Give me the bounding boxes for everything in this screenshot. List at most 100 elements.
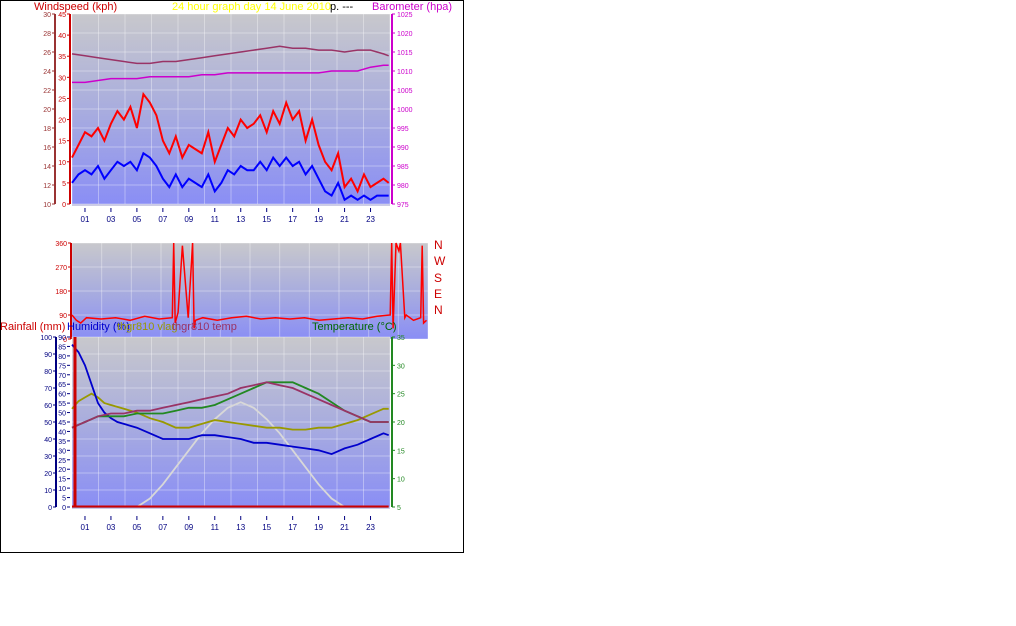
rainfall-axis-tick-label: 50 <box>44 420 52 427</box>
temperature-axis-tick-label: 30 <box>397 363 405 370</box>
x-tick-label: 13 <box>236 215 245 224</box>
temperature-axis-tick-label: 10 <box>397 477 405 484</box>
x-tick-label: 01 <box>81 215 90 224</box>
rainfall-axis-tick-label: 30 <box>44 454 52 461</box>
x-tick-label: 21 <box>340 523 349 532</box>
temperature-axis-tick-label: 20 <box>397 420 405 427</box>
panel2-background <box>72 243 428 339</box>
windspeed-axis-tick-label: 30 <box>58 75 66 82</box>
barometer-axis-tick-label: 985 <box>397 164 409 171</box>
x-tick-label: 17 <box>288 523 297 532</box>
direction-axis-tick-label: 0 <box>63 337 67 344</box>
x-tick-label: 03 <box>106 215 115 224</box>
thgr810-vlag-label: thgr810 vlag <box>117 321 178 333</box>
rainfall-axis-tick-label: 100 <box>40 335 52 342</box>
windspeed-axis-tick-label: 15 <box>58 139 66 146</box>
windspeed-label: Windspeed (kph) <box>34 1 117 13</box>
series-humidity <box>71 344 390 456</box>
temperature-label: Temperature (°C) <box>312 321 396 333</box>
direction-axis-tick-label: 270 <box>55 265 67 272</box>
windspeed-outer-axis-tick-label: 12 <box>43 183 51 190</box>
compass-s: S <box>434 271 442 285</box>
rainfall-axis-tick-label: 20 <box>44 471 52 478</box>
rainfall-axis-tick-label: 10 <box>44 488 52 495</box>
x-tick-label: 19 <box>314 215 323 224</box>
humidity-axis-tick-label: 40 <box>58 429 66 436</box>
humidity-axis-tick-label: 90 <box>58 335 66 342</box>
barometer-axis-tick-label: 975 <box>397 202 409 209</box>
series-thgr810-vlag <box>71 392 389 431</box>
barometer-axis-tick-label: 1010 <box>397 69 413 76</box>
humidity-axis-tick-label: 35 <box>58 439 66 446</box>
x-tick-label: 11 <box>211 215 220 224</box>
panel3-grid <box>71 336 391 508</box>
series-outdoor-temp <box>71 381 389 429</box>
windspeed-axis-tick-label: 10 <box>58 160 66 167</box>
series-solar <box>136 401 346 508</box>
windspeed-axis-tick-label: 35 <box>58 54 66 61</box>
direction-axis-tick-label: 360 <box>55 241 67 248</box>
windspeed-axis-tick-label: 0 <box>62 202 66 209</box>
rainfall-axis-tick-label: 0 <box>48 505 52 512</box>
windspeed-outer-axis-tick-label: 24 <box>43 69 51 76</box>
x-tick-label: 19 <box>314 523 323 532</box>
barometer-label: Barometer (hpa) <box>372 1 452 13</box>
humidity-axis-tick-label: 75 <box>58 363 66 370</box>
temperature-axis-tick-label: 5 <box>397 505 401 512</box>
humidity-axis-tick-label: 85 <box>58 344 66 351</box>
rainfall-axis-tick-label: 90 <box>44 352 52 359</box>
rainfall-axis-tick-label: 60 <box>44 403 52 410</box>
compass-n-bottom: N <box>434 303 443 317</box>
x-tick-label: 23 <box>366 523 375 532</box>
windspeed-outer-axis-tick-label: 28 <box>43 31 51 38</box>
rainfall-axis-tick-label: 40 <box>44 437 52 444</box>
x-tick-label: 17 <box>288 215 297 224</box>
x-tick-label: 05 <box>132 215 141 224</box>
barometer-axis-tick-label: 1025 <box>397 12 413 19</box>
windspeed-outer-axis-tick-label: 16 <box>43 145 51 152</box>
series-wind_avg <box>71 151 389 202</box>
x-tick-label: 15 <box>262 523 271 532</box>
series-thgr810-temp <box>71 381 389 429</box>
windspeed-outer-axis-tick-label: 20 <box>43 107 51 114</box>
barometer-axis-tick-label: 995 <box>397 126 409 133</box>
windspeed-axis-tick-label: 40 <box>58 33 66 40</box>
panel2-series <box>71 242 428 329</box>
x-tick-label: 23 <box>366 215 375 224</box>
thgr810-temp-label: thgr810 temp <box>172 321 237 333</box>
humidity-axis-tick-label: 15 <box>58 477 66 484</box>
x-tick-label: 05 <box>132 523 141 532</box>
compass-n-top: N <box>434 238 443 252</box>
windspeed-outer-axis-tick-label: 22 <box>43 88 51 95</box>
direction-axis-tick-label: 90 <box>59 313 67 320</box>
rainfall-axis-tick-label: 80 <box>44 369 52 376</box>
barometer-axis-tick-label: 1020 <box>397 31 413 38</box>
humidity-axis-tick-label: 80 <box>58 354 66 361</box>
compass-e: E <box>434 287 442 301</box>
barometer-axis-tick-label: 1000 <box>397 107 413 114</box>
x-tick-label: 11 <box>211 523 220 532</box>
series-pressure_outdoor <box>71 45 389 65</box>
x-tick-label: 07 <box>158 215 167 224</box>
humidity-axis-tick-label: 45 <box>58 420 66 427</box>
temperature-axis-tick-label: 25 <box>397 392 405 399</box>
barometer-axis-tick-label: 1015 <box>397 50 413 57</box>
barometer-axis-tick-label: 1005 <box>397 88 413 95</box>
panel3-series <box>71 344 390 509</box>
humidity-axis-tick-label: 25 <box>58 458 66 465</box>
panel1-series <box>71 45 390 202</box>
x-tick-label: 21 <box>340 215 349 224</box>
x-tick-label: 09 <box>184 215 193 224</box>
humidity-axis-tick-label: 30 <box>58 448 66 455</box>
rainfall-axis-tick-label: 70 <box>44 386 52 393</box>
chart-title-tail: p. --- <box>330 1 354 13</box>
x-tick-label: 07 <box>158 523 167 532</box>
x-tick-label: 09 <box>184 523 193 532</box>
rainfall-label: Rainfall (mm) <box>0 321 65 333</box>
barometer-axis-tick-label: 980 <box>397 183 409 190</box>
humidity-axis-tick-label: 60 <box>58 392 66 399</box>
windspeed-axis-tick-label: 20 <box>58 118 66 125</box>
humidity-axis-tick-label: 50 <box>58 411 66 418</box>
